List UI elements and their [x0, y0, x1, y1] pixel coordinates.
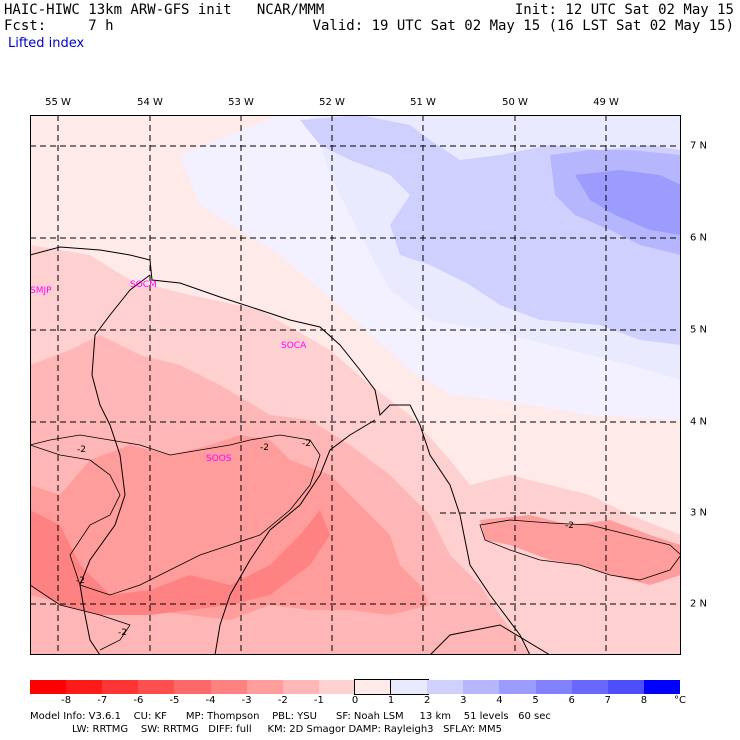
field-name: Lifted index	[8, 36, 85, 51]
lat-label: 2 N	[690, 598, 708, 610]
contour-lines	[30, 434, 681, 651]
coastlines-borders	[30, 246, 551, 655]
coastline	[30, 246, 531, 655]
colorbar-tick: -7	[97, 695, 108, 706]
valid-time: Valid: 19 UTC Sat 02 May 15 (16 LST Sat …	[312, 18, 734, 34]
colorbar-tick: 7	[604, 695, 611, 706]
colorbar-swatch	[174, 680, 212, 694]
unstable-region-3	[30, 435, 430, 620]
contour-label: -2	[302, 439, 311, 449]
colorbar-swatch	[607, 680, 645, 694]
station-label-smjp: SMJP	[30, 286, 52, 296]
lat-label: 3 N	[690, 507, 708, 519]
lat-label: 7 N	[690, 140, 708, 152]
amapa-border	[429, 624, 551, 655]
colorbar-swatch	[571, 680, 609, 694]
colorbar-swatch	[66, 680, 103, 694]
colorbar-tick: 3	[460, 695, 467, 706]
contour-label: -2	[260, 443, 269, 453]
contour-label: -2	[565, 521, 574, 531]
forecast-hour: Fcst: 7 h	[4, 18, 114, 34]
station-label-soos: SOOS	[206, 454, 232, 464]
colorbar-swatch	[210, 680, 248, 694]
colorbar-tick: 8	[640, 695, 648, 706]
colorbar-swatch	[427, 680, 464, 694]
colorbar-tick: 5	[532, 695, 539, 706]
station-label-soca: SOCA	[281, 341, 307, 351]
lon-label: 49 W	[593, 97, 619, 108]
colorbar-tick: -8	[61, 695, 72, 706]
lon-label: 50 W	[502, 97, 528, 108]
colorbar-swatch	[463, 680, 500, 694]
colorbar-tick: -4	[205, 695, 216, 706]
colorbar-tick: 2	[424, 695, 431, 706]
contour-labels: -2 -2 -2 -2 -2 -2	[76, 439, 574, 638]
map-frame	[30, 115, 681, 655]
border-west	[79, 274, 151, 655]
colorbar-swatch	[354, 679, 393, 695]
contour-minus2-west	[30, 434, 321, 596]
model-info-line2: LW: RRTMG SW: RRTMG DIFF: full KM: 2D Sm…	[72, 724, 502, 735]
grid-lines	[30, 115, 681, 655]
contour-label: -2	[118, 628, 127, 638]
colorbar-tick: 0	[351, 695, 359, 706]
stable-region-core	[575, 170, 681, 235]
colorbar-tick: -1	[313, 695, 324, 706]
colorbar-tick: -5	[169, 695, 180, 706]
colorbar-swatch	[535, 680, 573, 694]
colorbar-tick: 6	[568, 695, 575, 706]
lon-label: 55 W	[45, 97, 71, 108]
lat-label: 4 N	[690, 416, 708, 428]
colorbar-swatch	[318, 680, 356, 694]
colorbar-tick: -3	[241, 695, 252, 706]
contour-minus2-east	[479, 519, 681, 581]
lat-label: 6 N	[690, 232, 708, 244]
header-title: HAIC-HIWC 13km ARW-GFS init NCAR/MMM	[4, 2, 325, 18]
colorbar-swatch	[30, 680, 67, 694]
colorbar-swatch	[390, 679, 429, 695]
unstable-region-4	[30, 510, 330, 615]
colorbar-tick: -2	[277, 695, 288, 706]
contour-minus2-south	[30, 584, 131, 651]
colorbar-swatch	[282, 680, 320, 694]
colorbar-tick: -6	[133, 695, 144, 706]
colorbar-swatch	[499, 680, 537, 694]
model-info-line1: Model Info: V3.6.1 CU: KF MP: Thompson P…	[30, 711, 551, 722]
lon-label: 53 W	[228, 97, 254, 108]
contour-label: -2	[77, 445, 86, 455]
colorbar-unit: °C	[674, 695, 686, 706]
stations: SMJP SOCM SOCA SOOS	[30, 280, 307, 464]
lon-label: 51 W	[410, 97, 436, 108]
colorbar-swatch	[138, 680, 175, 694]
unstable-region-east	[480, 515, 681, 585]
colorbar-swatch	[246, 680, 284, 694]
lifted-index-map: -2 -2 -2 -2 -2 -2 SMJP SOCM SOCA SOOS	[30, 115, 681, 655]
init-time: Init: 12 UTC Sat 02 May 15	[514, 2, 734, 18]
contour-label: -2	[76, 576, 85, 586]
colorbar-tick: 4	[496, 695, 503, 706]
colorbar-tick: 1	[387, 695, 395, 706]
colorbar-swatch	[102, 680, 139, 694]
lon-label: 54 W	[137, 97, 163, 108]
lon-label: 52 W	[319, 97, 345, 108]
colorbar-swatch	[643, 680, 681, 694]
lat-label: 5 N	[690, 324, 708, 336]
station-label-socm: SOCM	[130, 280, 157, 290]
border-east	[214, 419, 376, 655]
